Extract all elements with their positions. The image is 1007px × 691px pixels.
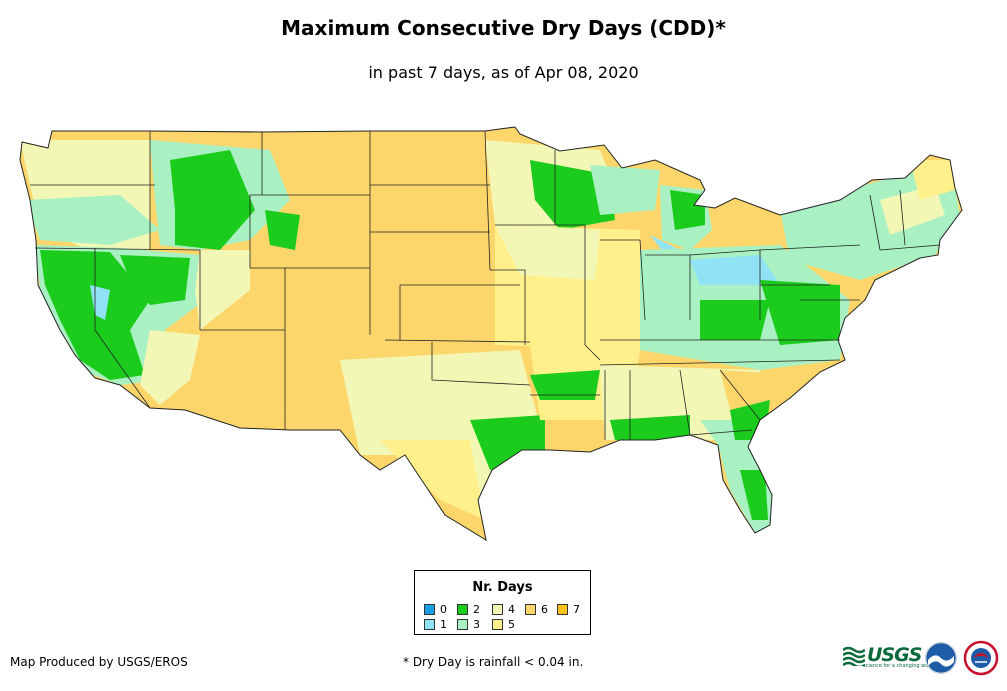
legend-swatch-0 [424,604,435,615]
legend-swatch-3 [457,619,468,630]
map-title: Maximum Consecutive Dry Days (CDD)* [281,16,726,40]
legend-swatch-6 [525,604,536,615]
usgs-logo-text: USGS [867,644,922,666]
usgs-wave-icon [843,646,865,666]
cdd-shading [20,127,962,540]
legend-item-1: 1 [424,619,447,631]
legend-item-2: 2 [457,604,480,616]
nws-logo [963,640,999,676]
legend-item-3: 3 [457,619,480,631]
legend-item-4: 4 [492,604,515,616]
legend-item-6: 6 [525,604,548,616]
legend-item-0: 0 [424,604,447,616]
legend: Nr. Days 0 1 2 3 4 5 6 7 [414,570,591,635]
state-borders [30,130,941,440]
noaa-logo [925,642,957,674]
legend-swatch-5 [492,619,503,630]
legend-swatch-4 [492,604,503,615]
legend-swatch-7 [557,604,568,615]
legend-item-7: 7 [557,604,580,616]
legend-swatch-1 [424,619,435,630]
usgs-logo: USGS science for a changing world [843,643,935,669]
map-credit: Map Produced by USGS/EROS [10,655,188,669]
usgs-logo-tagline: science for a changing world [863,663,935,669]
map-subtitle: in past 7 days, as of Apr 08, 2020 [368,63,639,82]
legend-item-5: 5 [492,619,515,631]
legend-swatch-2 [457,604,468,615]
us-coastline [19,126,963,542]
dry-day-footnote: * Dry Day is rainfall < 0.04 in. [403,655,584,669]
legend-title: Nr. Days [472,580,533,595]
